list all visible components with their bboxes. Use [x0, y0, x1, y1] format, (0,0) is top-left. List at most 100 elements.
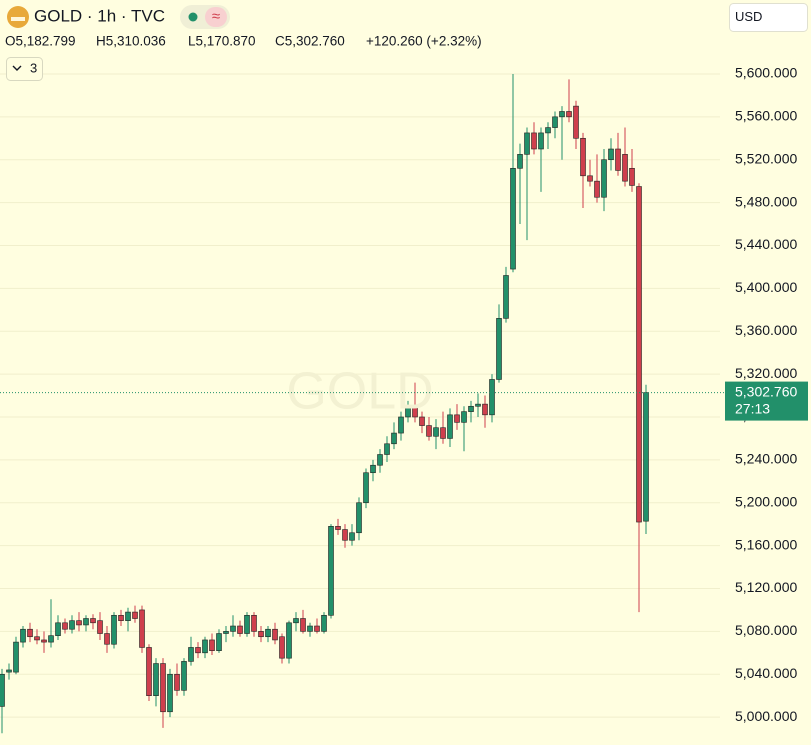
y-tick-label: 5,480.000: [735, 193, 797, 209]
y-tick-label: 5,520.000: [735, 150, 797, 166]
symbol[interactable]: GOLD · 1h · TVC: [34, 6, 165, 25]
candle-body: [531, 132, 537, 150]
y-tick-label: 5,360.000: [735, 322, 797, 338]
candle-body: [552, 116, 558, 128]
candle-body: [251, 614, 257, 632]
candle-body: [377, 454, 383, 466]
symbol-icon-bar: [11, 17, 25, 21]
candle-body: [97, 620, 103, 634]
candle-body: [321, 614, 327, 632]
candle-body: [237, 625, 243, 634]
candle-body: [76, 620, 82, 626]
candle-body: [48, 635, 54, 643]
candle-body: [272, 628, 278, 641]
y-tick-label: 5,400.000: [735, 279, 797, 295]
candle-body: [349, 532, 355, 541]
indicators-count: 3: [30, 60, 37, 75]
y-tick-label: 5,160.000: [735, 536, 797, 552]
y-tick-label: 5,320.000: [735, 365, 797, 381]
badge: ≈: [212, 8, 220, 25]
last-price-tag: [725, 381, 808, 421]
y-tick-label: 5,600.000: [735, 65, 797, 81]
countdown: 27:13: [735, 400, 770, 416]
ohlc-change: +120.260 (+2.32%): [366, 34, 482, 49]
candle-body: [566, 111, 572, 118]
y-tick-label: 5,120.000: [735, 579, 797, 595]
candle-body: [195, 647, 201, 654]
market-open-dot: [188, 12, 198, 22]
candle-body: [426, 425, 432, 437]
y-tick-label: 5,240.000: [735, 451, 797, 467]
candle-body: [335, 526, 341, 530]
candle-body: [202, 639, 208, 654]
candle-body: [174, 673, 180, 691]
candle-body: [27, 628, 33, 638]
ohlc-open: O5,182.799: [5, 34, 76, 49]
candle-body: [384, 443, 390, 455]
indicators-toggle[interactable]: [6, 57, 43, 81]
candle-body: [314, 625, 320, 632]
candle-body: [258, 631, 264, 638]
candle-body: [167, 673, 173, 713]
candle-body: [279, 636, 285, 659]
currency-button[interactable]: [729, 3, 808, 32]
watermark: GOLD: [286, 363, 433, 421]
candle-body: [538, 132, 544, 150]
candle-body: [643, 392, 649, 522]
ohlc-high: H5,310.036: [96, 34, 166, 49]
candle-body: [363, 472, 369, 504]
candle-body: [111, 614, 117, 645]
y-tick-label: 5,440.000: [735, 236, 797, 252]
candle-body: [342, 529, 348, 541]
candle-body: [629, 167, 635, 186]
candle-body: [412, 405, 418, 418]
candle-body: [20, 628, 26, 643]
candle-body: [83, 618, 89, 626]
candle-body: [356, 502, 362, 534]
candle-body: [636, 186, 642, 523]
candle-body: [587, 175, 593, 182]
candle-body: [391, 432, 397, 445]
candle-body: [447, 414, 453, 439]
candle-body: [118, 614, 124, 621]
candle-body: [398, 416, 404, 434]
candle-body: [0, 673, 5, 707]
y-tick-label: 5,200.000: [735, 493, 797, 509]
y-tick-label: 5,000.000: [735, 708, 797, 724]
ohlc-close: C5,302.760: [275, 34, 345, 49]
candle-body: [601, 159, 607, 198]
candle-body: [125, 611, 131, 621]
last-price-label: 5,302.760: [735, 383, 797, 399]
candle-body: [34, 636, 40, 641]
candle-body: [139, 609, 145, 648]
candle-body: [440, 427, 446, 439]
candle-body: [468, 405, 474, 412]
candle-body: [615, 148, 621, 171]
badge-bg: [205, 7, 227, 27]
y-tick-label: 5,080.000: [735, 622, 797, 638]
candle-body: [328, 526, 334, 616]
candle-body: [608, 148, 614, 161]
candle-body: [370, 464, 376, 474]
candle-body: [545, 127, 551, 134]
candle-body: [510, 167, 516, 270]
candle-body: [286, 622, 292, 659]
candle-body: [153, 663, 159, 696]
candle-body: [496, 318, 502, 380]
y-tick-label: 5,560.000: [735, 108, 797, 124]
candle-body: [181, 661, 187, 691]
candle-body: [188, 647, 194, 662]
chevron: [12, 65, 22, 71]
candle-body: [517, 154, 523, 169]
candle-body: [55, 622, 61, 636]
candle-body: [461, 411, 467, 423]
candle-body: [454, 414, 460, 423]
currency: USD: [735, 9, 762, 24]
candle-body: [160, 663, 166, 713]
candle-body: [594, 180, 600, 198]
candle-body: [293, 618, 299, 624]
candle-body: [62, 622, 68, 630]
candle-body: [69, 620, 75, 630]
